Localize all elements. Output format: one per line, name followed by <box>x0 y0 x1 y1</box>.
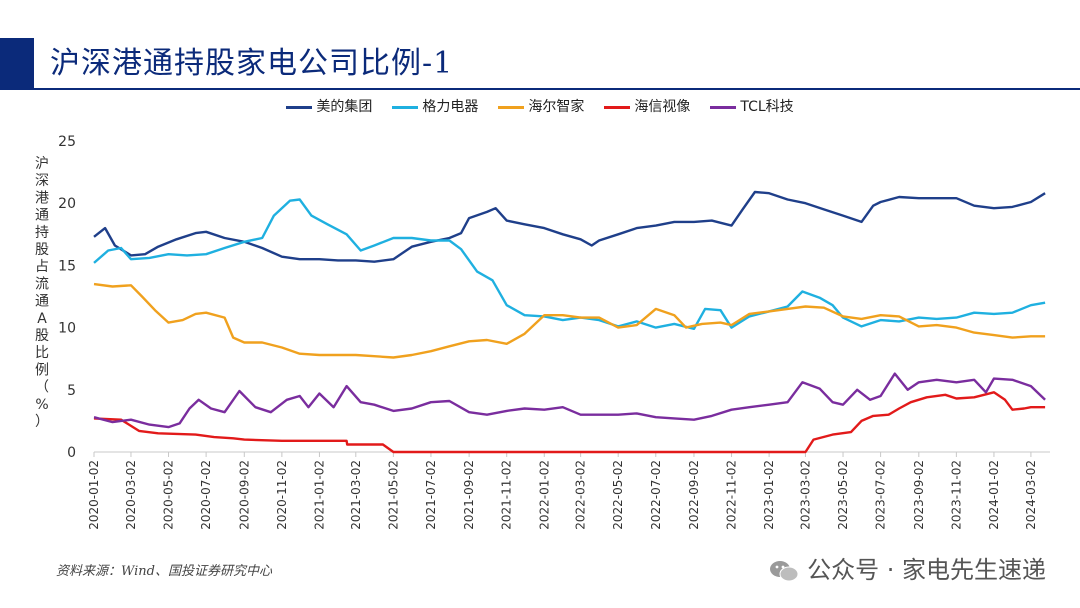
source-note: 资料来源：Wind、国投证券研究中心 <box>56 564 272 579</box>
y-axis-label: 沪深港通持股占流通 A 股比例（%） <box>35 156 49 430</box>
legend-label: 格力电器 <box>422 99 479 115</box>
wechat-icon <box>770 561 799 582</box>
y-tick-label: 20 <box>58 196 76 212</box>
y-tick-label: 15 <box>58 258 76 274</box>
x-tick-label: 2021-05-02 <box>386 460 400 530</box>
series-line-2 <box>93 198 1046 330</box>
x-tick-label: 2022-11-02 <box>725 460 739 530</box>
title-bar: 沪深港通持股家电公司比例-1 <box>0 26 1080 90</box>
legend-swatch <box>710 105 737 109</box>
watermark: 公众号 · 家电先生速递 <box>769 550 1046 585</box>
x-tick-label: 2022-01-02 <box>537 460 551 530</box>
y-tick-label: 0 <box>67 445 76 461</box>
x-tick-label: 2021-01-02 <box>312 460 326 530</box>
legend-label: 美的集团 <box>316 99 373 115</box>
legend-item: 海信视像 <box>604 96 690 116</box>
x-tick-label: 2023-01-02 <box>762 460 776 530</box>
title-underline <box>34 88 1080 90</box>
page-title: 沪深港通持股家电公司比例-1 <box>50 46 454 81</box>
x-tick-label: 2022-07-02 <box>649 460 663 530</box>
title-accent-block <box>0 38 34 90</box>
x-tick-label: 2020-01-02 <box>87 460 101 530</box>
legend-swatch <box>286 105 313 109</box>
x-tick-label: 2022-03-02 <box>574 460 588 530</box>
legend-swatch <box>392 105 419 109</box>
legend-item: 海尔智家 <box>498 96 584 116</box>
x-tick-label: 2021-09-02 <box>462 460 476 530</box>
watermark-text: 公众号 · 家电先生速递 <box>807 556 1046 584</box>
series-line-5 <box>93 372 1046 429</box>
x-tick-label: 2022-05-02 <box>611 460 625 530</box>
x-tick-label: 2023-07-02 <box>874 460 888 530</box>
x-tick-label: 2024-01-02 <box>987 460 1001 530</box>
legend-label: 海信视像 <box>634 99 691 115</box>
legend-swatch <box>604 105 631 109</box>
y-tick-label: 5 <box>67 383 76 399</box>
series-line-1 <box>93 190 1046 263</box>
x-tick-label: 2020-03-02 <box>124 460 138 530</box>
x-tick-label: 2023-03-02 <box>798 460 812 530</box>
legend-label: TCL科技 <box>740 99 794 115</box>
legend-item: 格力电器 <box>392 96 478 116</box>
y-tick-label: 25 <box>58 134 76 150</box>
x-tick-label: 2021-03-02 <box>349 460 363 530</box>
legend-item: 美的集团 <box>286 96 372 116</box>
x-tick-label: 2020-07-02 <box>199 460 213 530</box>
legend-swatch <box>498 105 525 109</box>
x-tick-label: 2020-09-02 <box>237 460 251 530</box>
chart-legend: 美的集团 格力电器 海尔智家 海信视像 TCL科技 <box>0 96 1080 116</box>
x-tick-label: 2024-03-02 <box>1024 460 1038 530</box>
legend-item: TCL科技 <box>710 96 794 116</box>
legend-label: 海尔智家 <box>528 99 585 115</box>
x-tick-label: 2023-05-02 <box>836 460 850 530</box>
x-tick-label: 2021-07-02 <box>424 460 438 530</box>
x-tick-label: 2023-09-02 <box>912 460 926 530</box>
x-tick-label: 2020-05-02 <box>162 460 176 530</box>
x-tick-label: 2022-09-02 <box>687 460 701 530</box>
x-tick-label: 2023-11-02 <box>949 460 963 530</box>
x-tick-label: 2021-11-02 <box>500 460 514 530</box>
x-tick-label: 2020-11-02 <box>275 460 289 530</box>
series-line-4 <box>93 391 1046 454</box>
y-tick-label: 10 <box>58 321 76 337</box>
series-line-3 <box>93 282 1046 359</box>
